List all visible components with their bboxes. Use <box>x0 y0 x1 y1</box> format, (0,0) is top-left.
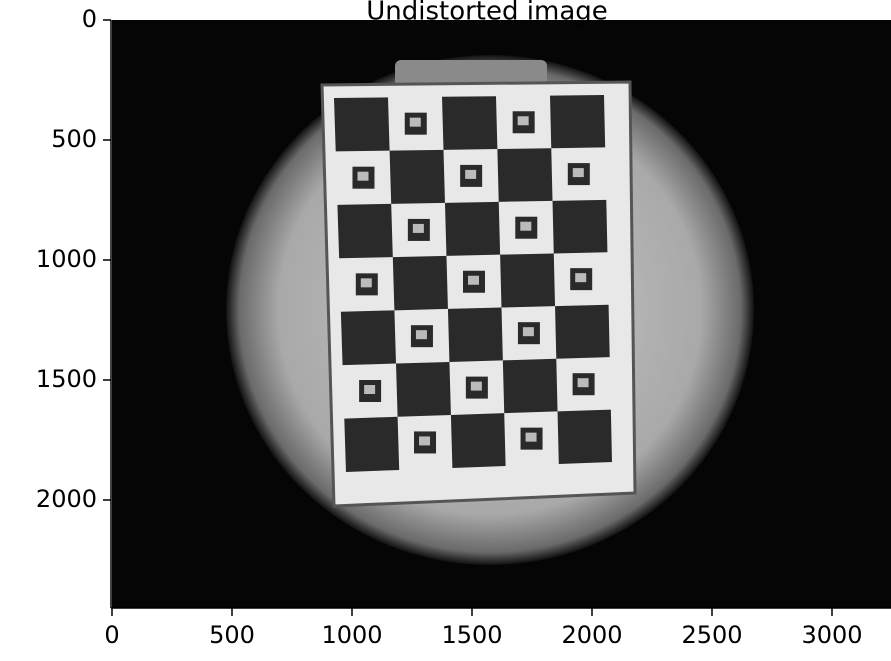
marker-inner <box>573 168 584 177</box>
chart-title: Undistorted image <box>366 0 608 27</box>
y-tick-label: 500 <box>51 125 97 153</box>
dark-square <box>550 95 605 148</box>
dark-square <box>553 200 608 254</box>
marker-inner <box>468 276 479 285</box>
marker-inner <box>471 382 482 391</box>
dark-square <box>497 148 552 202</box>
marker-inner <box>361 278 372 287</box>
dark-square <box>344 417 399 472</box>
dark-square <box>555 305 610 359</box>
marker-inner <box>578 378 589 387</box>
dark-square <box>558 410 612 464</box>
dark-square <box>445 202 500 256</box>
dark-square <box>451 413 506 468</box>
marker-inner <box>523 327 534 336</box>
x-tick-label: 1500 <box>441 621 502 649</box>
marker-inner <box>357 172 368 181</box>
marker-inner <box>465 170 476 179</box>
dark-square <box>503 359 558 413</box>
x-tick-label: 500 <box>209 621 255 649</box>
x-tick-label: 2500 <box>681 621 742 649</box>
image <box>112 20 891 608</box>
y-tick-label: 1500 <box>36 365 97 393</box>
dark-square <box>334 97 390 151</box>
marker-inner <box>413 224 424 233</box>
marker-inner <box>416 330 427 339</box>
dark-square <box>442 96 497 150</box>
marker-inner <box>526 433 537 442</box>
marker-inner <box>410 118 421 127</box>
x-tick-label: 1000 <box>321 621 382 649</box>
x-tick-label: 3000 <box>801 621 862 649</box>
marker-inner <box>419 436 430 445</box>
y-tick-label: 2000 <box>36 485 97 513</box>
marker-inner <box>518 116 529 125</box>
chart: Undistorted image 0 500 1000 1500 2000 2500 30… <box>0 0 891 661</box>
y-tick-label: 1000 <box>36 245 97 273</box>
y-tick-label: 0 <box>82 5 97 33</box>
x-tick-label: 0 <box>104 621 119 649</box>
marker-inner <box>520 222 531 231</box>
dark-square <box>341 310 396 365</box>
marker-inner <box>364 385 375 394</box>
x-tick-label: 2000 <box>561 621 622 649</box>
dark-square <box>393 256 448 310</box>
dark-square <box>500 253 555 307</box>
dark-square <box>337 204 392 258</box>
dark-square <box>390 150 445 204</box>
dark-square <box>448 308 503 362</box>
marker-inner <box>575 273 586 282</box>
dark-square <box>396 362 451 417</box>
